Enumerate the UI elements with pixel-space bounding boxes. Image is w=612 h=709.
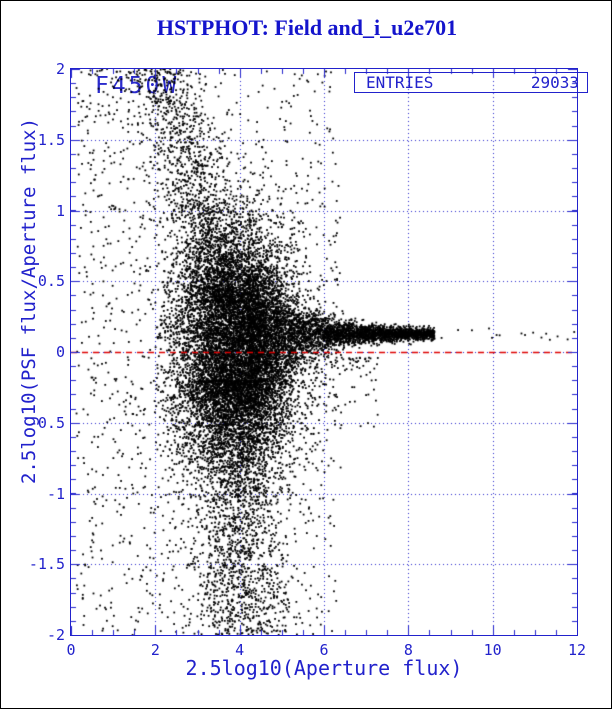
x-tick-label: 2 (150, 641, 160, 659)
y-tick-label: 1 (55, 201, 65, 220)
y-tick-label: -1 (46, 484, 65, 503)
entries-value: 29033 (530, 73, 579, 92)
y-tick-label: 1.5 (37, 130, 65, 149)
x-tick-label: 6 (319, 641, 329, 659)
plot-area: F450W ENTRIES 29033 (70, 68, 588, 636)
y-tick-label: -0.5 (28, 413, 65, 432)
x-tick-label: 4 (235, 641, 245, 659)
y-tick-label: -1.5 (28, 555, 65, 574)
x-tick-label: 10 (483, 641, 502, 659)
y-tick-label: 2 (55, 60, 65, 78)
statistics-box: ENTRIES 29033 (354, 72, 588, 93)
entries-label: ENTRIES (366, 73, 434, 92)
y-tick-label: 0.5 (37, 272, 65, 291)
x-axis-title: 2.5log10(Aperture flux) (185, 656, 463, 680)
y-tick-label: 0 (55, 343, 65, 361)
page-title: HSTPHOT: Field and_i_u2e701 (156, 15, 458, 40)
x-tick-label: 0 (66, 641, 76, 659)
scatter-canvas (71, 69, 577, 635)
x-tick-label: 8 (403, 641, 413, 659)
x-tick-label: 12 (567, 641, 587, 659)
y-tick-label: -2 (46, 626, 65, 644)
